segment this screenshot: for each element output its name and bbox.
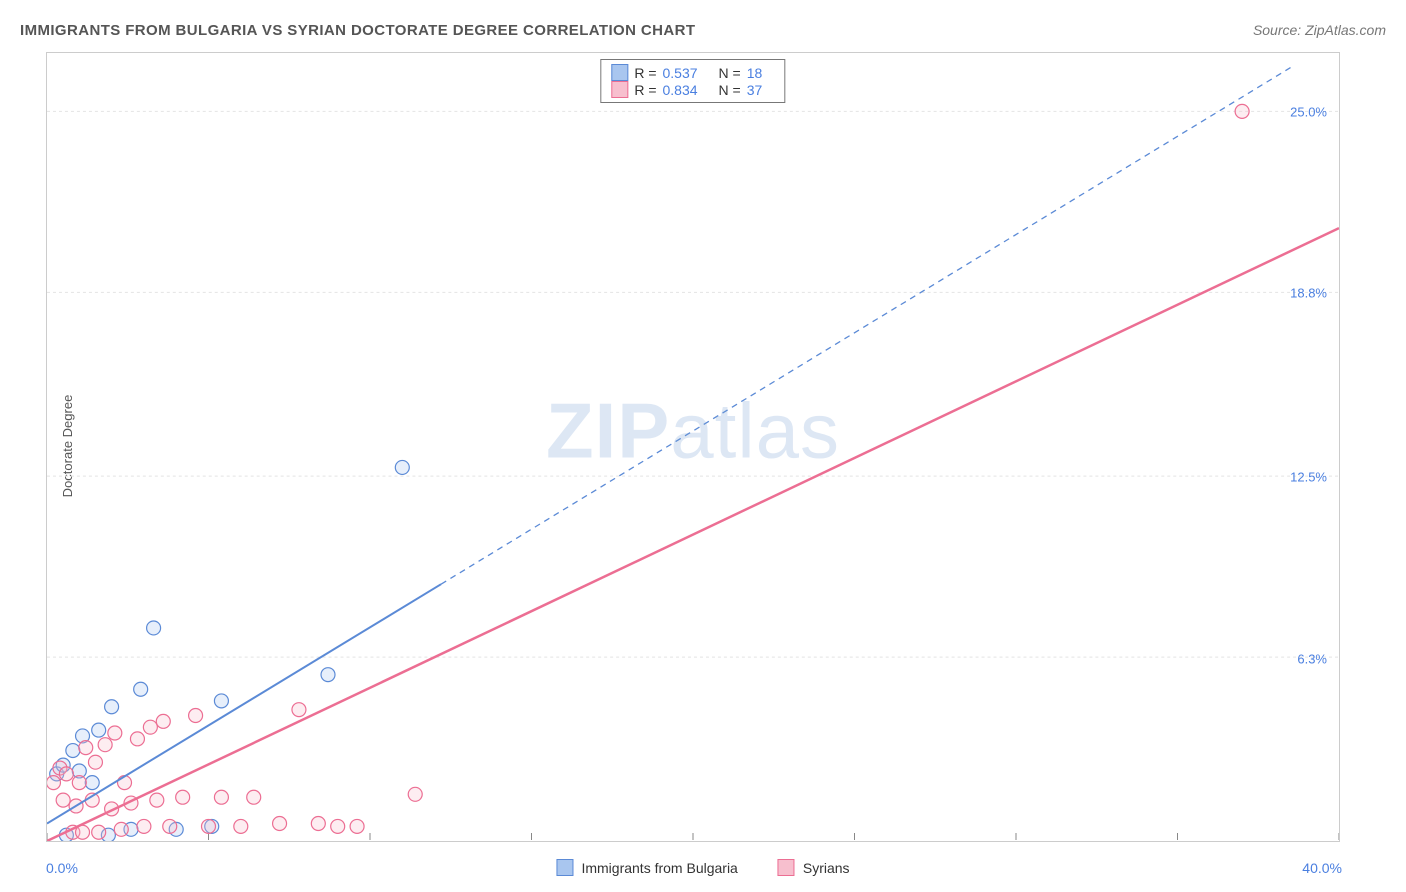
legend-swatch-icon: [611, 81, 628, 98]
legend-swatch-icon: [611, 64, 628, 81]
legend-r-value: 0.834: [663, 82, 713, 98]
y-tick-label: 18.8%: [1290, 285, 1327, 300]
source-name: ZipAtlas.com: [1305, 22, 1386, 38]
legend-n-value: 37: [747, 82, 775, 98]
legend-n-label: N =: [719, 82, 741, 98]
legend-n-label: N =: [719, 65, 741, 81]
legend-top-row-syrians: R = 0.834 N = 37: [611, 81, 774, 98]
x-axis-min-label: 0.0%: [46, 860, 78, 876]
y-tick-label: 6.3%: [1297, 651, 1327, 666]
legend-swatch-icon: [778, 859, 795, 876]
source-label: Source: ZipAtlas.com: [1253, 22, 1386, 38]
x-axis-max-label: 40.0%: [1302, 860, 1342, 876]
legend-bottom: Immigrants from Bulgaria Syrians: [556, 859, 849, 876]
legend-series-name: Syrians: [803, 860, 850, 876]
legend-r-label: R =: [634, 82, 656, 98]
legend-n-value: 18: [747, 65, 775, 81]
legend-swatch-icon: [556, 859, 573, 876]
y-tick-label: 25.0%: [1290, 104, 1327, 119]
chart-container: IMMIGRANTS FROM BULGARIA VS SYRIAN DOCTO…: [0, 0, 1406, 892]
legend-series-name: Immigrants from Bulgaria: [581, 860, 737, 876]
legend-r-value: 0.537: [663, 65, 713, 81]
legend-bottom-item-syrians: Syrians: [778, 859, 850, 876]
legend-top-row-bulgaria: R = 0.537 N = 18: [611, 64, 774, 81]
legend-r-label: R =: [634, 65, 656, 81]
legend-top: R = 0.537 N = 18 R = 0.834 N = 37: [600, 59, 785, 103]
y-tick-label: 12.5%: [1290, 470, 1327, 485]
plot-area: R =0.537N =18R =0.834N =37 ZIPatlas 6.3%…: [46, 52, 1340, 842]
chart-title: IMMIGRANTS FROM BULGARIA VS SYRIAN DOCTO…: [20, 22, 695, 39]
plot-svg: [47, 53, 1339, 841]
source-prefix: Source:: [1253, 22, 1305, 38]
legend-bottom-item-bulgaria: Immigrants from Bulgaria: [556, 859, 737, 876]
